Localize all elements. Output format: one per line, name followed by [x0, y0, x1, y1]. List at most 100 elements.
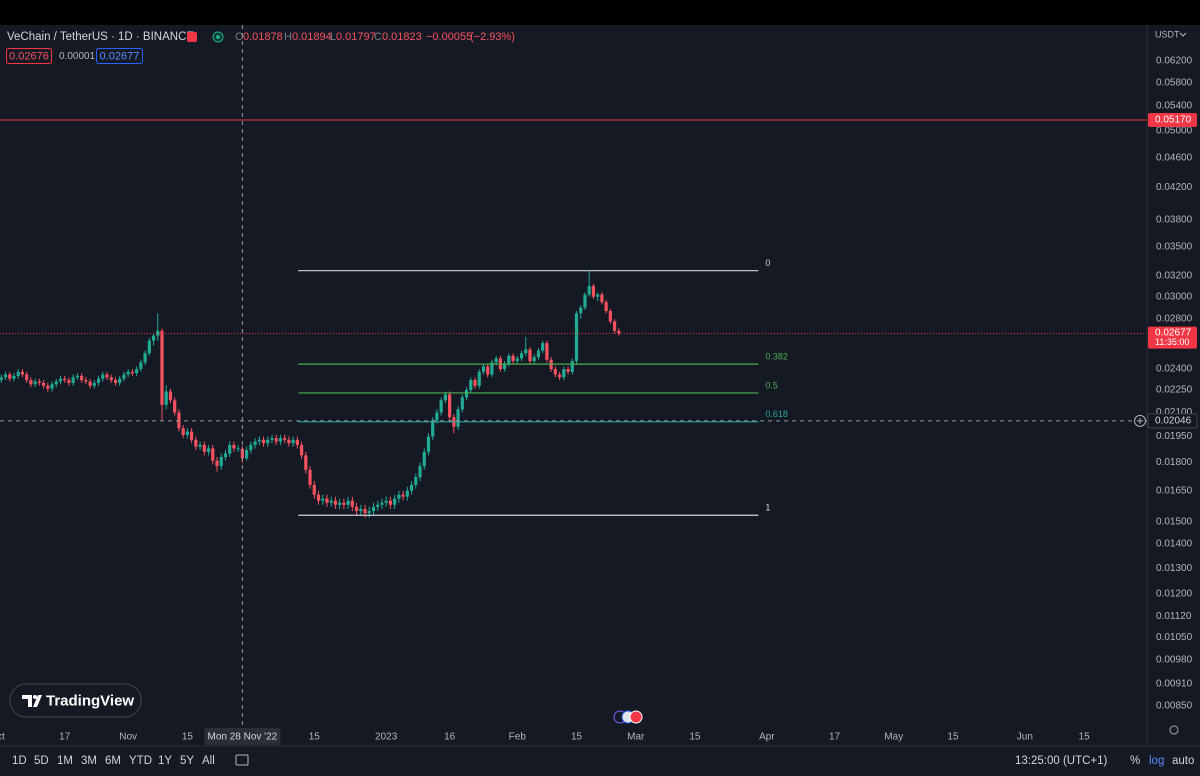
crosshair-price-box [1147, 413, 1198, 429]
candle-body [519, 353, 524, 359]
event-icons[interactable] [613, 710, 643, 724]
candle-body [232, 444, 236, 449]
candle-body [151, 335, 156, 341]
candle-body [168, 391, 173, 401]
candle-body [223, 453, 228, 458]
last-price-label: 0.02677 [1155, 327, 1192, 338]
y-tick-label: 0.01400 [1156, 539, 1193, 550]
candle-body [338, 502, 342, 505]
candle-body [25, 374, 29, 381]
candle-body [92, 382, 96, 386]
candle-body [409, 484, 414, 491]
candle-body [553, 369, 557, 375]
candle-body [54, 381, 58, 385]
x-tick-label: 15 [571, 732, 583, 743]
candle-body [88, 381, 92, 386]
candle-body [405, 490, 409, 497]
timeframe-button[interactable]: 5D [34, 755, 49, 767]
last-price-box [1148, 326, 1197, 349]
timeframe-button[interactable]: 6M [105, 755, 121, 767]
log-toggle[interactable]: log [1149, 755, 1164, 767]
timeframe-button[interactable]: 1D [12, 755, 27, 767]
bid-price[interactable]: 0.02676 [9, 50, 49, 62]
candle-body [16, 371, 20, 376]
candle-body [126, 371, 130, 375]
fib-label: 0.5 [765, 380, 778, 390]
candle-body [380, 502, 384, 505]
clock[interactable]: 13:25:00 (UTC+1) [1015, 755, 1108, 767]
ask-box[interactable] [96, 48, 143, 64]
logo-mark [22, 695, 42, 707]
candle-body [435, 412, 439, 421]
currency-dropdown[interactable] [1179, 32, 1187, 37]
timeframe-button[interactable]: 5Y [180, 755, 194, 767]
candle-body [583, 294, 587, 308]
candle-body [8, 374, 12, 379]
candle-body [617, 330, 621, 334]
timeframe-button[interactable]: 1Y [158, 755, 172, 767]
event-icon[interactable] [629, 710, 643, 724]
timeframe-button[interactable]: YTD [129, 755, 152, 767]
fib-label: 1 [765, 503, 770, 513]
candle-body [75, 375, 80, 378]
bid-box[interactable] [6, 48, 52, 64]
candle-body [101, 374, 105, 379]
candle-body [515, 358, 519, 362]
fib-label: 0 [765, 258, 770, 268]
y-tick-label: 0.03800 [1156, 215, 1193, 226]
candle-body [80, 375, 84, 381]
settings-icon[interactable] [1169, 725, 1179, 735]
plot-area [0, 270, 759, 518]
y-tick-label: 0.01500 [1156, 516, 1193, 527]
candle-body [608, 311, 612, 322]
y-tick-label: 0.03000 [1156, 291, 1193, 302]
symbol-title[interactable]: VeChain / TetherUS · 1D · BINANCE [7, 31, 194, 43]
auto-toggle[interactable]: auto [1172, 755, 1194, 767]
candle-body [325, 498, 329, 503]
y-tick-label: 0.01650 [1156, 485, 1193, 496]
candle-body [464, 390, 469, 398]
candle-body [477, 371, 481, 386]
candle-body [219, 457, 223, 467]
candle-body [541, 343, 545, 351]
y-tick-label: 0.01120 [1156, 611, 1192, 622]
y-tick-label: 0.03500 [1156, 241, 1193, 252]
candle-body [202, 444, 206, 452]
candle-body [346, 500, 350, 505]
candle-body [29, 380, 33, 385]
timeframe-button[interactable]: 3M [81, 755, 97, 767]
candle-body [367, 511, 371, 514]
flag-icon[interactable] [187, 32, 197, 42]
candle-body [113, 380, 118, 383]
y-tick-label: 0.03200 [1156, 270, 1193, 281]
y-tick-label: 0.05000 [1156, 125, 1193, 136]
percent-toggle[interactable]: % [1130, 755, 1140, 767]
candle-body [283, 438, 287, 440]
y-tick-label: 0.05400 [1156, 100, 1193, 111]
timeframe-button[interactable]: All [202, 755, 215, 767]
y-tick-label: 0.02250 [1156, 385, 1193, 396]
candle-body [414, 477, 418, 485]
candle-body [190, 431, 194, 440]
x-tick-label: Mar [627, 732, 645, 743]
candle-body [596, 294, 600, 297]
candle-body [181, 428, 185, 435]
currency[interactable]: USDT [1155, 29, 1180, 39]
candle-body [490, 362, 494, 375]
date-range-icon[interactable] [235, 754, 249, 766]
logo-badge[interactable] [9, 683, 142, 718]
candle-body [96, 378, 101, 383]
low-label: L [330, 31, 336, 43]
ask-price[interactable]: 0.02677 [100, 50, 140, 62]
candle-body [46, 385, 50, 389]
candle-body [266, 439, 270, 444]
logo-text[interactable]: TradingView [46, 692, 134, 709]
candle-body [287, 439, 291, 444]
candle-body [359, 508, 363, 512]
y-tick-label: 0.01950 [1156, 431, 1193, 442]
candle-body [570, 361, 574, 372]
y-tick-label: 0.04600 [1156, 153, 1193, 164]
timeframe-button[interactable]: 1M [57, 755, 73, 767]
candle-body [67, 380, 71, 383]
